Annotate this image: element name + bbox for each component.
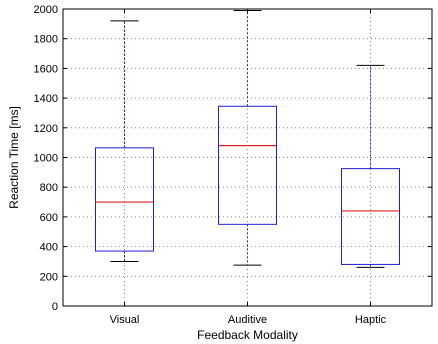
iqr-box — [95, 147, 154, 252]
y-axis-ticks: 0 200 400 600 800 1000 1200 1400 1600 1800 2000 — [34, 4, 432, 313]
x-tick-label: Auditive — [228, 314, 267, 326]
y-tick-label: 2000 — [34, 4, 58, 16]
x-tick-label: Visual — [110, 314, 140, 326]
y-tick-label: 1400 — [34, 93, 58, 105]
y-tick-label: 1000 — [34, 153, 58, 165]
y-tick-label: 1600 — [34, 63, 58, 75]
y-tick-label: 1200 — [34, 123, 58, 135]
box-haptic — [341, 64, 400, 268]
y-tick-label: 1800 — [34, 34, 58, 46]
box-visual — [95, 20, 154, 262]
box-auditive — [218, 9, 277, 266]
y-tick-label: 800 — [40, 182, 58, 194]
iqr-box — [218, 105, 277, 225]
y-axis-label: Reaction Time [ms] — [7, 106, 21, 209]
y-tick-label: 600 — [40, 212, 58, 224]
x-tick-label: Haptic — [355, 314, 387, 326]
y-tick-label: 0 — [52, 301, 58, 313]
iqr-box — [341, 168, 400, 265]
x-axis-label: Feedback Modality — [197, 328, 298, 342]
y-tick-label: 400 — [40, 242, 58, 254]
x-axis-ticks: Visual Auditive Haptic — [110, 9, 387, 326]
box-plot-marks — [95, 9, 400, 268]
y-tick-label: 200 — [40, 271, 58, 283]
